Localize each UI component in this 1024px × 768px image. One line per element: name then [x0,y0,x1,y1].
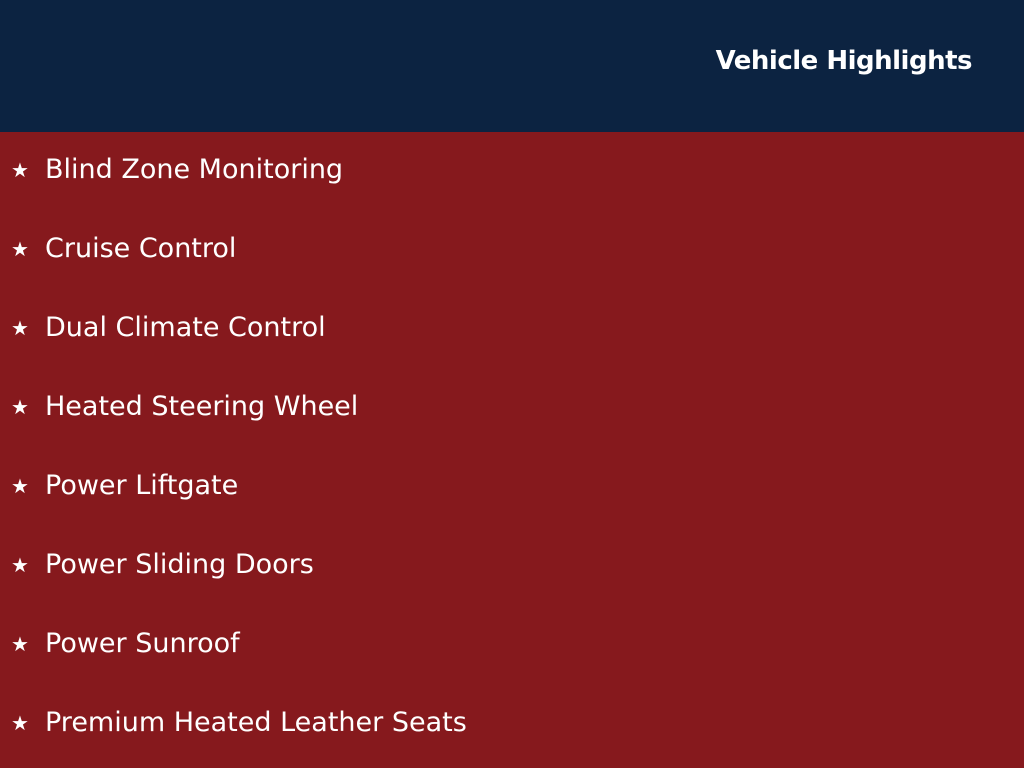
list-item: ★ Cruise Control [0,209,1024,288]
list-item: ★ Power Sunroof [0,604,1024,683]
star-icon: ★ [11,631,29,656]
page-title: Vehicle Highlights [715,46,973,76]
list-item: ★ Blind Zone Monitoring [0,130,1024,209]
list-item: ★ Heated Steering Wheel [0,367,1024,446]
star-icon: ★ [11,236,29,261]
header: Vehicle Highlights [0,0,1024,132]
star-icon: ★ [11,394,29,419]
star-icon: ★ [11,157,29,182]
list-item-label: Premium Heated Leather Seats [45,707,467,738]
list-item-label: Power Sunroof [45,628,240,659]
list-item: ★ Power Liftgate [0,446,1024,525]
list-item: ★ Dual Climate Control [0,288,1024,367]
highlights-list: ★ Blind Zone Monitoring ★ Cruise Control ★ Du… [0,132,1024,768]
list-item: ★ Power Sliding Doors [0,525,1024,604]
list-item-label: Power Sliding Doors [45,549,314,580]
list-item-label: Cruise Control [45,233,237,264]
star-icon: ★ [11,473,29,498]
star-icon: ★ [11,552,29,577]
list-item: ★ Premium Heated Leather Seats [0,683,1024,762]
star-icon: ★ [11,315,29,340]
list-item-label: Dual Climate Control [45,312,326,343]
star-icon: ★ [11,710,29,735]
list-item-label: Blind Zone Monitoring [45,154,344,185]
list-item-label: Heated Steering Wheel [45,391,359,422]
list-item-label: Power Liftgate [45,470,239,501]
